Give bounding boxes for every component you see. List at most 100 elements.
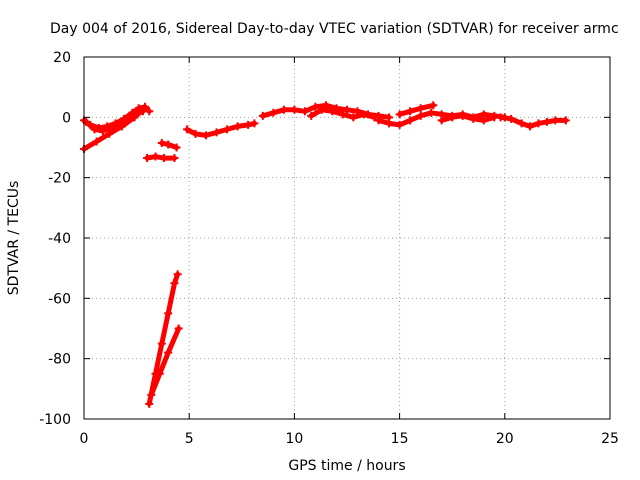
y-tick-label: -100 [39, 412, 71, 428]
data-point [124, 116, 133, 125]
data-point [164, 140, 173, 149]
data-point [429, 101, 438, 110]
data-point [107, 123, 116, 132]
data-point [90, 125, 99, 134]
x-tick-label: 20 [496, 431, 514, 447]
series-arc-14 [496, 113, 570, 131]
data-point [406, 116, 415, 125]
data-point [269, 108, 278, 117]
data-point [147, 390, 156, 399]
data-point [300, 107, 309, 116]
series-line [397, 102, 436, 117]
data-point [328, 107, 337, 116]
data-point [517, 119, 526, 128]
data-point [395, 120, 404, 129]
data-point [406, 107, 415, 116]
data-point [143, 154, 152, 163]
y-tick-label: 20 [53, 50, 71, 66]
data-point [370, 113, 379, 122]
data-point [469, 114, 478, 123]
data-point [534, 119, 543, 128]
data-point [157, 339, 166, 348]
data-point [151, 152, 160, 161]
data-point [132, 110, 141, 119]
data-point [343, 105, 351, 114]
chart-title: Day 004 of 2016, Sidereal Day-to-day VTE… [50, 21, 619, 37]
x-tick-label: 5 [185, 431, 194, 447]
data-point [244, 120, 253, 129]
data-series [80, 101, 570, 408]
data-point [138, 107, 147, 116]
data-point [157, 138, 166, 147]
x-tick-label: 10 [285, 431, 303, 447]
data-point [416, 104, 425, 113]
data-point [172, 143, 181, 152]
data-point [395, 110, 404, 119]
data-point [170, 154, 179, 163]
series-arc-10 [307, 105, 379, 122]
data-point [250, 119, 259, 128]
data-point [507, 114, 516, 123]
data-point [233, 122, 242, 131]
series-arc-13 [437, 111, 499, 125]
data-point [307, 111, 316, 120]
y-axis-label: SDTVAR / TECUs [6, 181, 22, 296]
data-point [159, 154, 168, 163]
data-point [223, 125, 232, 134]
data-point [174, 324, 183, 333]
data-point [385, 119, 394, 128]
x-axis-label: GPS time / hours [288, 458, 405, 474]
data-point [212, 128, 221, 137]
x-tick-label: 15 [391, 431, 409, 447]
data-point [191, 129, 200, 138]
data-point [202, 131, 211, 140]
series-arc-5 [157, 138, 181, 152]
data-point [290, 105, 299, 114]
data-point [526, 122, 535, 131]
y-tick-label: -60 [48, 291, 71, 307]
data-point [349, 113, 358, 122]
data-point [170, 279, 179, 288]
x-tick-label: 0 [80, 431, 89, 447]
series-arc-12 [395, 101, 438, 119]
data-point [437, 116, 446, 125]
data-point [279, 105, 288, 114]
data-point [479, 116, 488, 125]
data-point [145, 399, 154, 408]
data-point [338, 110, 347, 119]
data-point [542, 117, 551, 126]
series-arc-4 [143, 152, 179, 163]
data-point [551, 116, 560, 125]
y-tick-label: -40 [48, 231, 71, 247]
series-arc-8 [183, 119, 259, 140]
series-arc-7 [147, 324, 183, 399]
x-tick-label: 25 [601, 431, 619, 447]
series-arc-6 [145, 270, 182, 408]
data-point [115, 120, 124, 129]
series-arc-3 [82, 107, 147, 135]
data-point [448, 113, 457, 122]
data-point [317, 105, 326, 114]
data-point [92, 137, 101, 146]
data-point [416, 111, 425, 120]
y-tick-label: 0 [62, 110, 71, 126]
data-point [427, 108, 436, 117]
axis-ticks: 0 5 10 15 20 25 -100 -80 -60 -40 -20 0 20 [39, 50, 619, 447]
data-point [496, 113, 505, 122]
data-point [458, 111, 467, 120]
data-point [374, 116, 383, 125]
y-tick-label: -80 [48, 352, 71, 368]
data-point [164, 309, 173, 318]
data-point [183, 125, 192, 134]
data-point [561, 116, 570, 125]
series-line [148, 326, 182, 398]
series-line [144, 154, 177, 161]
data-point [155, 369, 164, 378]
data-point [82, 117, 91, 126]
data-point [98, 126, 107, 135]
data-point [173, 270, 182, 279]
data-point [359, 110, 368, 119]
data-point [141, 102, 150, 111]
data-point [311, 102, 320, 111]
